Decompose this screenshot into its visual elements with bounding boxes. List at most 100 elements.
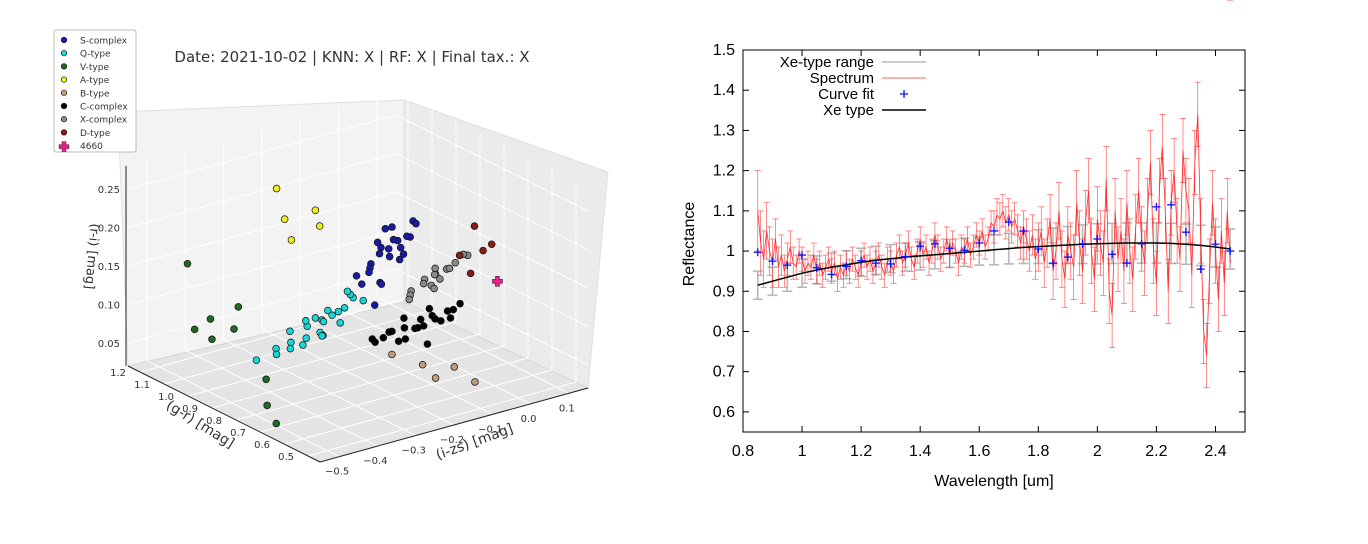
- scatter-point: [399, 250, 408, 258]
- scatter-point: [183, 260, 192, 268]
- legend-label: Xe-type range: [780, 54, 874, 71]
- scatter-point: [311, 206, 320, 214]
- y-tick-label: 1: [726, 243, 735, 260]
- x-tick-label: 2.2: [1145, 443, 1167, 460]
- y-tick-label: 1.2: [713, 163, 735, 180]
- x-axis-line: [319, 387, 589, 463]
- scatter-point: [230, 325, 238, 333]
- grid-line: [338, 307, 531, 405]
- scatter-point: [359, 296, 368, 305]
- y-tick-label: 1.0: [158, 392, 174, 403]
- scatter-point: [377, 280, 386, 288]
- scatter-point: [311, 314, 320, 322]
- scatter-point: [343, 287, 352, 296]
- scatter-point: [388, 350, 396, 359]
- legend-label: C-complex: [80, 103, 128, 113]
- grid-line: [395, 153, 589, 250]
- y-tick-label: 1.1: [134, 380, 150, 391]
- curve-fit-markers: [753, 200, 1235, 279]
- scatter-point: [375, 249, 384, 258]
- scatter-point: [431, 264, 439, 273]
- scatter-point: [234, 303, 243, 311]
- scatter-point: [403, 232, 411, 240]
- grid-line: [307, 381, 577, 457]
- scatter-point: [389, 235, 398, 244]
- scatter-point: [416, 315, 425, 324]
- scatter-point: [414, 323, 422, 332]
- scatter-point: [388, 223, 396, 231]
- scatter-point: [385, 328, 393, 336]
- scatter-point: [302, 317, 310, 325]
- legend-label: V-type: [80, 63, 109, 73]
- scatter-point: [286, 344, 295, 353]
- x-tick-label: −0.1: [478, 424, 502, 435]
- spectrum-series: [754, 0, 1234, 389]
- scatter-point: [451, 258, 460, 267]
- x-tick-label: −0.5: [325, 467, 349, 478]
- scatter-point: [208, 335, 216, 344]
- scatter-point: [405, 295, 413, 304]
- scatter-point: [430, 284, 438, 293]
- scatter-point: [445, 264, 454, 273]
- grid-line: [395, 230, 589, 327]
- grid-line: [235, 345, 505, 421]
- legend-label: A-type: [80, 76, 110, 86]
- legend-marker: [60, 50, 68, 57]
- scatter-point: [423, 340, 432, 348]
- x-tick-label: 1: [798, 443, 807, 460]
- scatter-point: [455, 251, 464, 260]
- legend-marker: [60, 129, 68, 136]
- grid-line: [283, 369, 553, 445]
- x-tick-label: −0.2: [440, 435, 464, 446]
- scatter-point: [425, 304, 434, 313]
- target-asteroid-marker: [492, 276, 503, 287]
- y-tick-label: 0.9: [713, 283, 735, 300]
- scatter-point: [379, 333, 388, 342]
- x-tick-label: 2.4: [1204, 443, 1226, 460]
- grid-line: [261, 328, 455, 426]
- scatter-point: [385, 252, 394, 261]
- x-tick-label: 1.4: [909, 443, 931, 460]
- grid-line: [127, 153, 397, 229]
- legend-marker: [58, 141, 70, 152]
- y-tick-label: 1.1: [713, 203, 735, 220]
- spectrum-line: [757, 114, 1231, 356]
- scatter-point: [479, 246, 487, 255]
- grid-line: [146, 360, 340, 458]
- z-axis-label: (r-i) [mag]: [81, 223, 102, 290]
- legend-marker: [60, 63, 68, 70]
- scatter-point: [206, 315, 215, 323]
- legend-label: X-complex: [80, 116, 128, 126]
- y-tick-label: 1.2: [110, 368, 126, 379]
- axes: −0.5 −0.4 −0.3 −0.2 −0.1 0.0 0.1 0.5 0.6 0.7 0.8 0.…: [98, 166, 589, 478]
- scatter-point: [324, 306, 332, 315]
- legend-marker: [60, 76, 68, 83]
- scatter-point: [373, 238, 382, 247]
- x-tick-label: −0.4: [363, 456, 387, 467]
- y-tick-label: 1.4: [713, 82, 735, 99]
- scatter-3d-chart: −0.5 −0.4 −0.3 −0.2 −0.1 0.0 0.1 0.5 0.6 0.7 0.8 0.…: [53, 29, 609, 478]
- scatter-point: [450, 363, 459, 371]
- legend-label: Xe type: [823, 102, 874, 119]
- z-tick-label: 0.25: [98, 185, 120, 196]
- z-tick-label: 0.15: [98, 262, 120, 273]
- scatter-point: [286, 327, 294, 336]
- scatter-point: [381, 225, 390, 233]
- z-tick-label: 0.20: [98, 224, 120, 235]
- plot-frame: [742, 49, 1246, 433]
- legend-label: Q-type: [80, 50, 111, 60]
- scatter-point: [365, 268, 373, 277]
- scatter-point: [340, 304, 349, 312]
- scatter-points: [183, 184, 503, 428]
- x-tick-label: 1.8: [1027, 443, 1049, 460]
- x-tick-label: −0.3: [402, 446, 426, 457]
- y-tick-label: 1.5: [713, 42, 735, 59]
- scatter-point: [443, 307, 452, 315]
- scatter-point: [436, 275, 444, 283]
- scatter-legend: S-complex Q-type V-type A-type B-type C-compl…: [53, 29, 137, 153]
- legend-label: Spectrum: [810, 70, 874, 87]
- legend-label: S-complex: [80, 37, 128, 47]
- scatter-point: [315, 222, 324, 230]
